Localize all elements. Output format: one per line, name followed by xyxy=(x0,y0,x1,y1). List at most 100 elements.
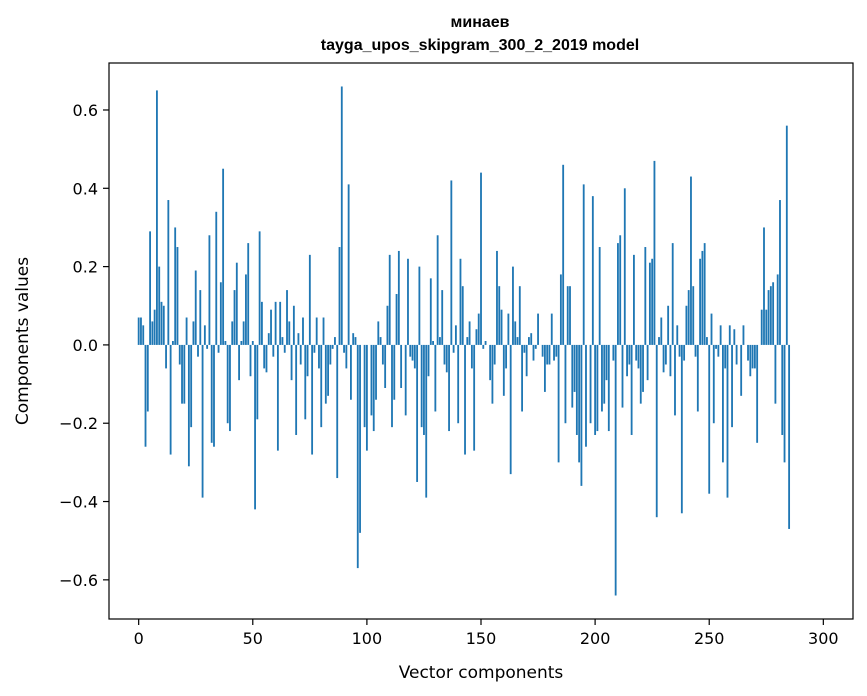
x-tick-label: 150 xyxy=(466,629,497,648)
y-tick-label: 0.2 xyxy=(73,258,98,277)
bar xyxy=(272,344,275,357)
bar xyxy=(459,258,462,345)
bar xyxy=(178,344,181,365)
bar xyxy=(356,344,359,569)
bar xyxy=(441,290,444,345)
bar xyxy=(245,274,247,345)
bar xyxy=(384,344,387,388)
bar xyxy=(315,317,318,345)
bar xyxy=(703,243,706,345)
bar xyxy=(267,333,270,345)
bar xyxy=(562,164,565,345)
bar xyxy=(635,344,638,361)
chart-title: минаев xyxy=(451,14,510,31)
bar xyxy=(318,344,320,369)
bar xyxy=(708,344,711,494)
bar xyxy=(765,309,768,345)
bar xyxy=(404,344,407,416)
bar xyxy=(550,313,553,345)
bar xyxy=(464,344,466,455)
bar xyxy=(350,344,352,400)
bar xyxy=(169,344,172,455)
bar xyxy=(477,313,480,345)
bar xyxy=(566,286,569,345)
bar xyxy=(532,344,535,361)
bar xyxy=(564,344,567,424)
bar xyxy=(633,254,635,345)
bar xyxy=(226,344,229,424)
bar xyxy=(281,337,284,345)
bar xyxy=(423,344,425,435)
bar xyxy=(756,344,759,443)
bar xyxy=(149,231,151,345)
bar xyxy=(769,286,772,345)
bar xyxy=(728,325,731,345)
bar xyxy=(575,344,578,435)
bar xyxy=(559,274,562,345)
bar xyxy=(334,337,336,345)
bar xyxy=(199,290,202,345)
bar xyxy=(397,250,400,345)
bar xyxy=(439,337,441,345)
bar xyxy=(546,344,549,365)
bar xyxy=(731,344,733,428)
bar xyxy=(637,344,640,369)
bar xyxy=(171,341,174,345)
bar xyxy=(667,305,670,345)
bar xyxy=(407,258,409,345)
bar xyxy=(498,286,501,345)
bar xyxy=(512,266,514,345)
bar xyxy=(543,344,546,392)
bar xyxy=(203,325,206,345)
bar xyxy=(165,344,167,369)
bar xyxy=(516,337,519,345)
bar xyxy=(742,325,745,345)
bar xyxy=(254,344,256,510)
bar xyxy=(569,286,571,345)
bar xyxy=(156,90,158,345)
bar xyxy=(489,344,492,381)
y-tick-label: −0.4 xyxy=(59,493,98,512)
bar xyxy=(701,250,704,345)
bar xyxy=(717,344,720,357)
bar xyxy=(630,344,633,435)
bar xyxy=(461,286,464,345)
bar xyxy=(537,313,539,345)
bar xyxy=(523,344,526,353)
bar xyxy=(753,344,756,369)
bar xyxy=(336,344,339,479)
bar xyxy=(233,290,236,345)
bar xyxy=(144,344,147,447)
bar xyxy=(598,247,601,345)
bar xyxy=(224,341,227,345)
bar xyxy=(660,317,663,345)
bar xyxy=(343,344,345,353)
x-tick-label: 200 xyxy=(580,629,611,648)
bar xyxy=(416,344,419,482)
bar xyxy=(183,344,186,404)
bar xyxy=(206,344,209,349)
bar xyxy=(375,344,377,400)
bar xyxy=(240,341,243,345)
y-tick-label: −0.2 xyxy=(59,414,98,433)
bar xyxy=(525,344,528,377)
bar xyxy=(484,341,487,345)
bar xyxy=(359,344,361,533)
bar xyxy=(573,344,576,392)
bar xyxy=(213,344,215,447)
y-tick-label: 0.0 xyxy=(73,336,98,355)
bar xyxy=(626,344,628,377)
bar xyxy=(413,344,416,369)
bar xyxy=(596,344,599,432)
bar xyxy=(534,344,537,349)
bar xyxy=(585,344,587,447)
bar xyxy=(589,344,592,424)
bar xyxy=(571,344,574,408)
bar xyxy=(185,317,188,345)
bar xyxy=(370,344,373,416)
bar xyxy=(279,301,282,345)
bar xyxy=(445,344,448,373)
bar xyxy=(785,125,788,345)
bar xyxy=(518,286,521,345)
bar xyxy=(217,344,220,353)
